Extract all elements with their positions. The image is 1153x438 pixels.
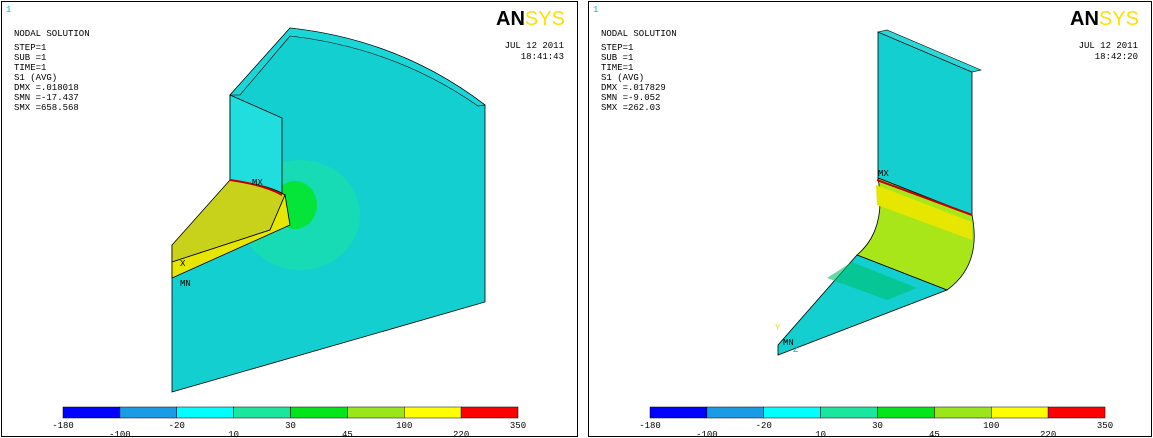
logo-bold: AN (496, 8, 525, 30)
info-line: SMX =658.568 (14, 103, 79, 113)
legend-swatch (820, 406, 878, 419)
max-line (876, 179, 973, 216)
legend-swatch (934, 406, 992, 419)
legend-swatch (404, 406, 462, 419)
info-line: SUB =1 (14, 53, 46, 63)
logo-light: SYS (525, 8, 565, 30)
legend-swatch (877, 406, 935, 419)
plate-edge (877, 29, 982, 73)
marker-max: MX (878, 169, 889, 179)
info-line: SMN =-9.052 (601, 93, 660, 103)
legend-swatch (290, 406, 348, 419)
marker-min: MN (180, 279, 191, 289)
legend-swatch (460, 406, 519, 419)
info-line: SMX =262.03 (601, 103, 660, 113)
legend-swatch (706, 406, 764, 419)
legend-swatch (763, 406, 821, 419)
legend-swatch (62, 406, 121, 419)
legend-label: -100 (696, 430, 718, 438)
info-line: DMX =.017829 (601, 83, 666, 93)
legend-swatch (347, 406, 405, 419)
legend-label: 220 (1040, 430, 1056, 438)
marker-max: MX (252, 178, 263, 188)
marker-x: X (180, 259, 186, 269)
legend-label: 220 (453, 430, 469, 438)
legend-label: 100 (983, 421, 999, 431)
info-line: TIME=1 (601, 63, 633, 73)
info-line: NODAL SOLUTION (14, 29, 90, 39)
legend-label: 30 (285, 421, 296, 431)
legend-label: -180 (639, 421, 661, 431)
bend-band (876, 185, 972, 240)
plate-top (229, 27, 486, 107)
marker-z: Z (793, 345, 799, 355)
time: 18:41:43 (521, 52, 564, 62)
wing-edge (171, 193, 291, 279)
legend-label: 10 (815, 430, 826, 438)
date: JUL 12 2011 (1079, 41, 1138, 51)
info-line: SMN =-17.437 (14, 93, 79, 103)
wing (777, 254, 949, 356)
legend-swatch (649, 406, 708, 419)
legend-label: 10 (228, 430, 239, 438)
date: JUL 12 2011 (505, 41, 564, 51)
legend-label: 350 (510, 421, 526, 431)
info-line: S1 (AVG) (14, 73, 57, 83)
logo-bold: AN (1070, 8, 1099, 30)
info-line: STEP=1 (601, 43, 633, 53)
legend-label: -180 (52, 421, 74, 431)
legend-swatch (119, 406, 177, 419)
logo-light: SYS (1099, 8, 1139, 30)
legend-label: 45 (342, 430, 353, 438)
info-line: STEP=1 (14, 43, 46, 53)
legend-label: 350 (1097, 421, 1113, 431)
legend-label: 100 (396, 421, 412, 431)
legend-label: 30 (872, 421, 883, 431)
info-line: SUB =1 (601, 53, 633, 63)
legend-swatch (991, 406, 1049, 419)
legend-swatch (1047, 406, 1106, 419)
info-line: NODAL SOLUTION (601, 29, 677, 39)
ansys-logo: ANSYS (1070, 8, 1139, 30)
window-number: 1 (593, 5, 598, 15)
legend-swatch (176, 406, 234, 419)
info-line: TIME=1 (14, 63, 46, 73)
viewport-frame (588, 1, 1152, 437)
legend-swatch (233, 406, 291, 419)
legend-label: 45 (929, 430, 940, 438)
max-line (229, 179, 283, 196)
info-line: S1 (AVG) (601, 73, 644, 83)
legend-label: -100 (109, 430, 131, 438)
window-number: 1 (6, 5, 11, 15)
marker-y: Y (775, 323, 781, 333)
wing-green (827, 262, 917, 300)
time: 18:42:20 (1095, 52, 1138, 62)
legend-label: -20 (169, 421, 185, 431)
legend-label: -20 (756, 421, 772, 431)
info-line: DMX =.018018 (14, 83, 79, 93)
ansys-logo: ANSYS (496, 8, 565, 30)
marker-min: MN (783, 338, 794, 348)
